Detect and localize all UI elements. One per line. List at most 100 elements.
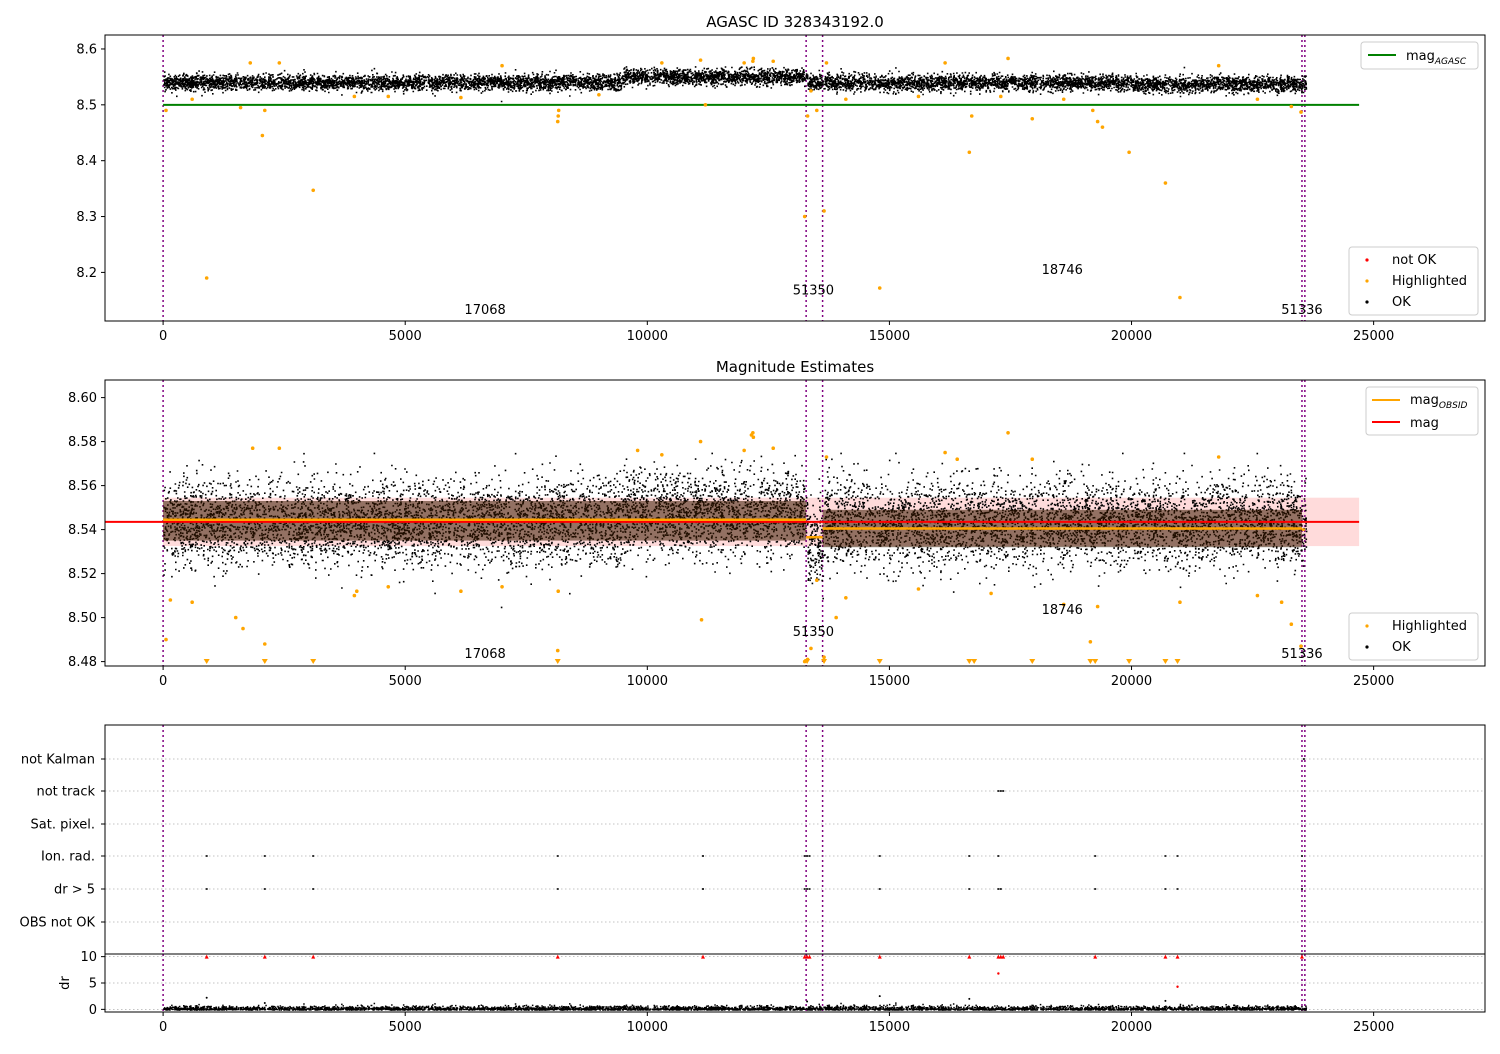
highlighted-point xyxy=(500,63,504,68)
dr-capped-marker xyxy=(1163,954,1168,959)
x-tick-label: 0 xyxy=(159,674,167,689)
highlighted-point xyxy=(969,114,974,118)
legend-highlighted: Highlighted xyxy=(1392,274,1467,289)
y-tick-label: 8.3 xyxy=(76,210,97,225)
dr-capped-marker xyxy=(701,954,705,959)
highlighted-point xyxy=(311,188,316,193)
flag-point xyxy=(803,855,806,857)
not-ok-legend-marker xyxy=(1365,258,1369,262)
highlighted-point xyxy=(277,61,282,65)
dr-capped-marker xyxy=(1093,954,1098,959)
highlighted-point xyxy=(751,59,755,64)
y-tick-label: 8.4 xyxy=(76,154,97,169)
highlighted-point xyxy=(771,59,776,64)
obsid-label: 51350 xyxy=(793,625,834,640)
highlighted-point xyxy=(164,637,168,642)
y-tick-label: 5 xyxy=(89,977,97,992)
highlighted-point xyxy=(660,453,664,457)
flag-point xyxy=(999,888,1002,890)
highlighted-point xyxy=(955,457,960,462)
highlighted-legend-marker xyxy=(1365,624,1369,628)
flag-point xyxy=(1002,790,1005,792)
y-tick-label: 0 xyxy=(89,1003,97,1018)
flag-point xyxy=(556,855,559,857)
highlighted-point xyxy=(1127,150,1131,155)
flag-point xyxy=(878,888,881,890)
flag-row-label: Ion. rad. xyxy=(41,850,95,865)
ok-legend-marker xyxy=(1365,300,1369,304)
ok-points xyxy=(163,66,1308,103)
obsid-label: 17068 xyxy=(464,647,505,662)
offscale-marker xyxy=(804,659,811,664)
highlighted-point xyxy=(809,646,813,651)
flag-point xyxy=(806,855,809,857)
panel2-legend-mag: magOBSID mag xyxy=(1365,386,1479,436)
dr-capped-marker xyxy=(1001,954,1006,959)
y-tick-label: 8.60 xyxy=(68,391,97,406)
x-tick-label: 20000 xyxy=(1111,674,1152,689)
highlighted-point xyxy=(164,108,168,113)
highlighted-point xyxy=(1178,600,1182,604)
panel3-marks xyxy=(105,725,1485,954)
agasc-legend-label: magAGASC xyxy=(1406,49,1467,67)
offscale-marker xyxy=(876,659,883,664)
x-tick-label: 15000 xyxy=(869,1020,910,1035)
highlighted-point xyxy=(233,615,238,620)
highlighted-point xyxy=(660,61,664,65)
highlighted-point xyxy=(814,578,819,582)
panel2-x-ticks: 0 5000 10000 15000 20000 25000 xyxy=(159,666,1394,689)
highlighted-point xyxy=(1216,455,1221,459)
x-tick-label: 25000 xyxy=(1353,1020,1394,1035)
highlighted-point xyxy=(1279,600,1284,604)
x-tick-label: 20000 xyxy=(1111,1020,1152,1035)
flag-row-label: OBS not OK xyxy=(20,916,96,931)
flag-point xyxy=(1300,855,1303,857)
y-tick-label: 8.54 xyxy=(68,523,97,538)
panel1-y-ticks: 8.2 8.3 8.4 8.5 8.6 xyxy=(76,42,105,281)
panel2-axes-frame xyxy=(104,379,1486,667)
highlighted-point xyxy=(742,448,746,453)
flag-row-label: dr > 5 xyxy=(54,883,95,898)
highlighted-point xyxy=(998,94,1003,99)
highlighted-point xyxy=(1061,602,1066,607)
dr-mid-point xyxy=(878,995,881,998)
obsid-label: 51336 xyxy=(1281,647,1322,662)
highlighted-point xyxy=(751,435,756,440)
dr-points xyxy=(163,1002,1308,1011)
offscale-marker xyxy=(1087,659,1094,664)
offscale-marker xyxy=(554,659,561,664)
panel-magnitude-estimates: Magnitude Estimates 0 5000 10000 15000 20000… xyxy=(68,358,1486,689)
y-tick-label: 8.2 xyxy=(76,266,97,281)
offscale-marker xyxy=(203,659,210,664)
dr-capped-marker xyxy=(311,954,316,959)
highlighted-point xyxy=(805,114,810,118)
y-tick-label: 8.56 xyxy=(68,479,97,494)
highlighted-point xyxy=(238,105,243,110)
highlighted-point xyxy=(1178,295,1182,300)
highlighted-point xyxy=(698,58,703,62)
x-tick-label: 5000 xyxy=(389,674,422,689)
flag-point xyxy=(263,855,266,857)
highlighted-point xyxy=(834,615,838,620)
x-tick-label: 10000 xyxy=(627,1020,668,1035)
highlighted-point xyxy=(168,598,173,602)
x-tick-label: 0 xyxy=(159,1020,167,1035)
panel1-title: AGASC ID 328343192.0 xyxy=(706,13,884,31)
highlighted-legend-marker xyxy=(1365,279,1369,283)
panel2-y-ticks: 8.48 8.50 8.52 8.54 8.56 8.58 8.60 xyxy=(68,391,105,670)
highlighted-point xyxy=(262,108,267,113)
dr-capped-marker xyxy=(262,954,267,959)
panel2-title: Magnitude Estimates xyxy=(716,358,874,376)
highlighted-point xyxy=(1289,104,1294,109)
panel1-legend-agasc: magAGASC xyxy=(1360,41,1479,70)
highlighted-point xyxy=(555,119,560,124)
highlighted-point xyxy=(1006,431,1010,435)
flag-point xyxy=(806,888,809,890)
panel-dr: 0 5000 10000 15000 20000 25000 0 5 10 dr xyxy=(58,950,1486,1035)
highlighted-point xyxy=(1299,110,1303,114)
flag-point xyxy=(312,888,315,890)
legend-ok: OK xyxy=(1392,640,1411,655)
offscale-marker xyxy=(1174,659,1181,664)
highlighted-point xyxy=(989,591,993,596)
highlighted-point xyxy=(354,589,359,593)
